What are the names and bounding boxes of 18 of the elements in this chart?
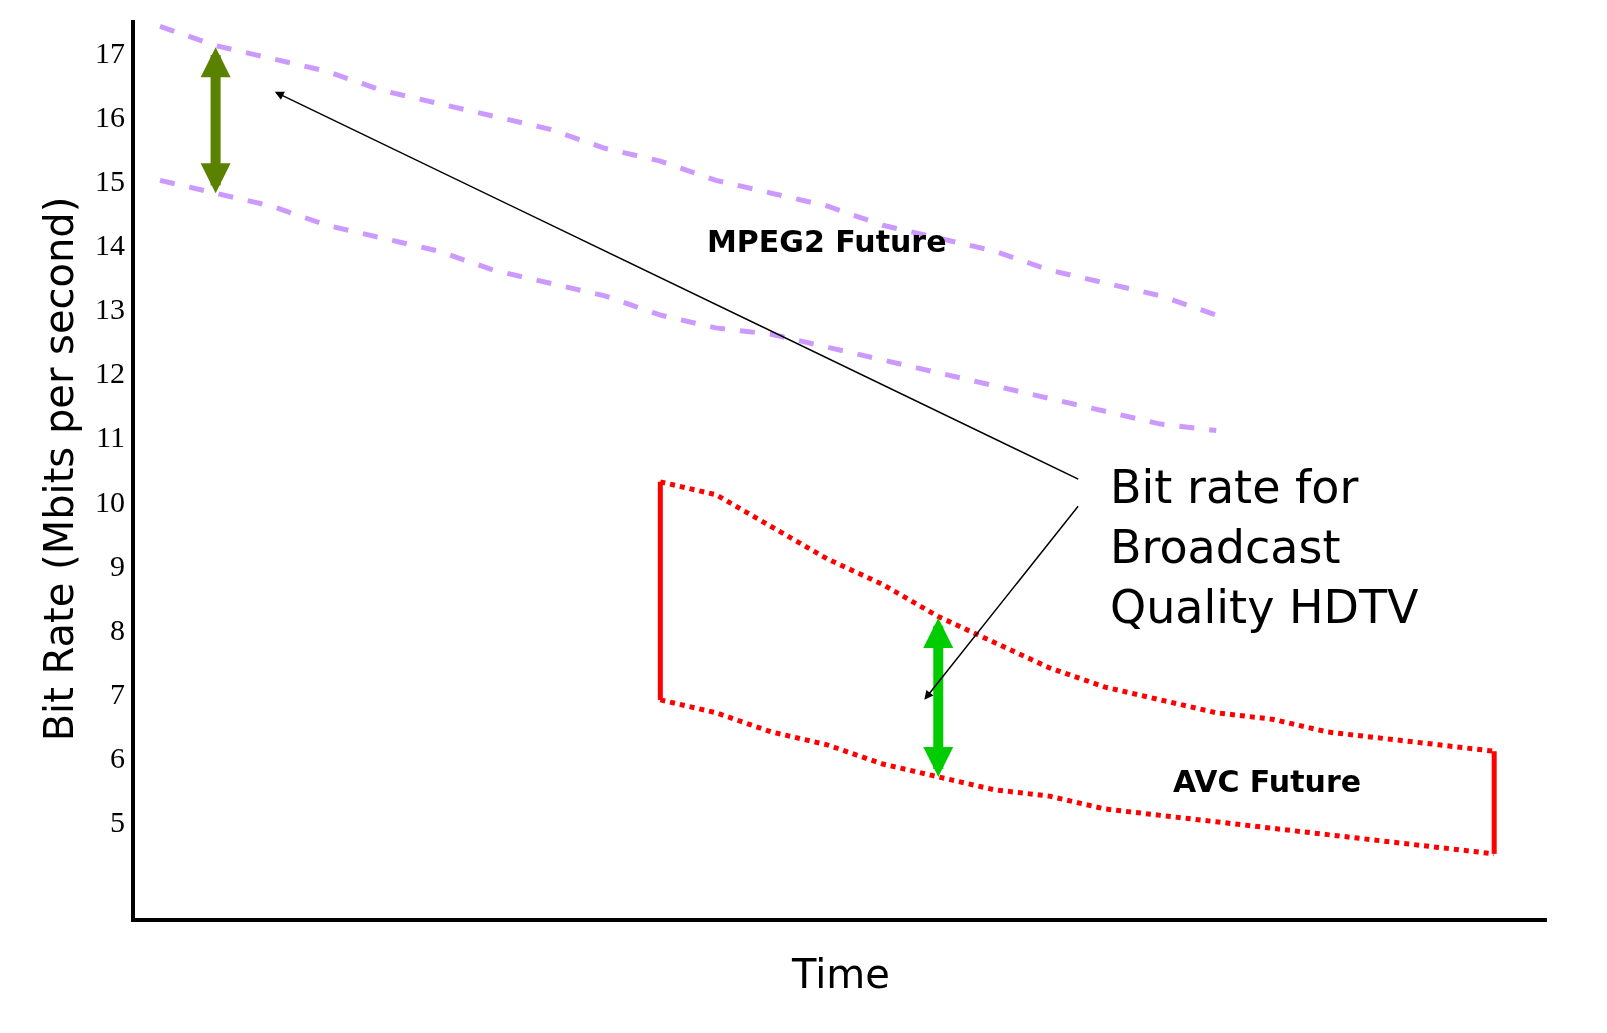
y-tick-label: 16: [95, 99, 125, 133]
y-tick-label: 12: [95, 356, 125, 390]
y-tick-label: 14: [95, 228, 125, 261]
y-tick-label: 17: [95, 35, 125, 69]
y-axis-title: Bit Rate (Mbits per second): [36, 196, 82, 742]
x-axis-title: Time: [791, 951, 890, 997]
y-tick-label: 11: [96, 420, 125, 454]
y-tick-label: 10: [95, 484, 125, 518]
y-tick-label: 13: [95, 292, 125, 326]
annotation: AVC Future: [1173, 764, 1362, 799]
annotation: MPEG2 Future: [707, 224, 947, 259]
y-tick-label: 15: [95, 163, 125, 197]
y-tick-label: 6: [110, 741, 125, 775]
annotation: Bit rate for Broadcast Quality HDTV: [1110, 460, 1420, 634]
y-tick-label: 9: [110, 548, 125, 582]
y-tick-label: 7: [110, 677, 125, 710]
y-tick-label: 8: [110, 612, 125, 646]
y-tick-label: 5: [110, 805, 125, 839]
